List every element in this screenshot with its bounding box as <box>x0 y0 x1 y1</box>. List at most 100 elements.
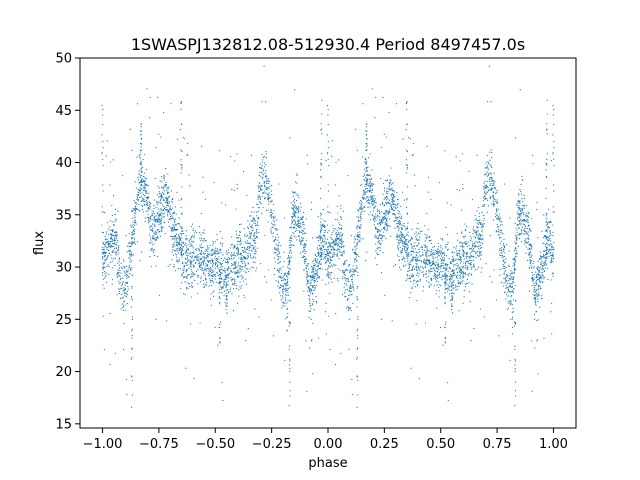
data-point <box>119 275 121 277</box>
data-point <box>470 264 472 266</box>
data-point <box>268 182 270 184</box>
data-point <box>316 271 318 273</box>
data-point <box>349 285 351 287</box>
data-point <box>293 244 295 247</box>
data-point <box>188 241 191 243</box>
data-point <box>114 264 116 266</box>
data-point <box>211 269 213 271</box>
data-point <box>377 238 379 240</box>
data-point <box>465 254 468 256</box>
data-point <box>467 266 469 268</box>
data-point <box>358 225 360 227</box>
data-point <box>413 245 416 248</box>
data-point <box>492 191 495 193</box>
data-point <box>255 211 258 213</box>
data-point <box>273 273 275 276</box>
data-point <box>309 274 312 277</box>
data-point <box>138 178 140 180</box>
data-point <box>121 287 123 289</box>
data-point <box>437 267 439 269</box>
data-point <box>368 191 371 193</box>
data-point <box>464 286 467 288</box>
data-point <box>435 268 437 270</box>
data-point <box>396 233 398 235</box>
data-point <box>452 259 454 261</box>
data-point <box>289 241 291 243</box>
data-point <box>303 269 305 271</box>
data-point <box>342 269 344 272</box>
data-point <box>116 247 118 250</box>
data-point <box>340 251 342 253</box>
data-point <box>165 183 167 186</box>
data-point <box>177 267 179 270</box>
data-point <box>145 199 147 202</box>
data-point <box>294 230 297 232</box>
data-point <box>368 202 371 205</box>
data-point <box>407 231 409 233</box>
data-point <box>541 265 543 267</box>
data-point <box>404 246 406 248</box>
data-point <box>531 267 533 269</box>
data-point <box>320 256 322 258</box>
data-point <box>336 229 338 232</box>
data-point <box>431 254 433 256</box>
data-point <box>518 227 520 229</box>
data-point <box>507 295 509 297</box>
data-point <box>280 276 282 278</box>
data-point <box>221 262 223 265</box>
data-point <box>256 203 258 206</box>
data-point <box>287 299 289 301</box>
data-point <box>193 256 196 258</box>
data-point <box>261 213 263 215</box>
data-point <box>349 269 351 271</box>
data-point <box>265 188 268 191</box>
data-point <box>416 272 419 274</box>
data-point <box>197 292 199 295</box>
data-point <box>115 220 117 222</box>
data-point <box>508 265 511 267</box>
data-point <box>236 252 238 254</box>
data-point <box>128 250 130 252</box>
data-point <box>203 232 205 234</box>
data-point <box>243 294 245 297</box>
data-point <box>379 222 381 224</box>
data-point <box>454 274 456 276</box>
data-point <box>198 225 200 228</box>
data-point <box>458 285 460 288</box>
data-point <box>338 249 341 251</box>
data-point <box>467 273 469 276</box>
data-point <box>463 296 465 298</box>
data-point <box>261 195 263 198</box>
data-point <box>484 197 486 199</box>
data-point <box>248 223 251 225</box>
data-point <box>395 219 397 222</box>
data-point <box>490 172 492 174</box>
data-point <box>534 297 536 300</box>
data-point <box>172 254 175 256</box>
data-point <box>319 239 322 241</box>
data-point <box>315 296 317 298</box>
data-point <box>474 250 476 252</box>
data-point <box>545 230 547 232</box>
data-point <box>190 273 192 275</box>
data-point <box>137 193 139 196</box>
data-point <box>234 271 236 273</box>
data-point <box>168 200 170 203</box>
data-point <box>513 265 516 267</box>
data-point <box>205 262 207 264</box>
data-point <box>550 257 553 259</box>
data-point <box>509 275 511 277</box>
data-point <box>244 248 246 250</box>
data-point <box>214 263 217 265</box>
data-point <box>408 240 410 242</box>
data-point <box>171 238 174 240</box>
data-point <box>500 230 503 232</box>
data-point <box>167 215 169 217</box>
data-point <box>421 249 423 251</box>
data-point <box>254 219 256 221</box>
data-point <box>397 222 399 224</box>
data-point <box>247 268 249 270</box>
data-point <box>181 261 183 263</box>
data-point <box>367 184 370 186</box>
data-point <box>138 182 141 184</box>
